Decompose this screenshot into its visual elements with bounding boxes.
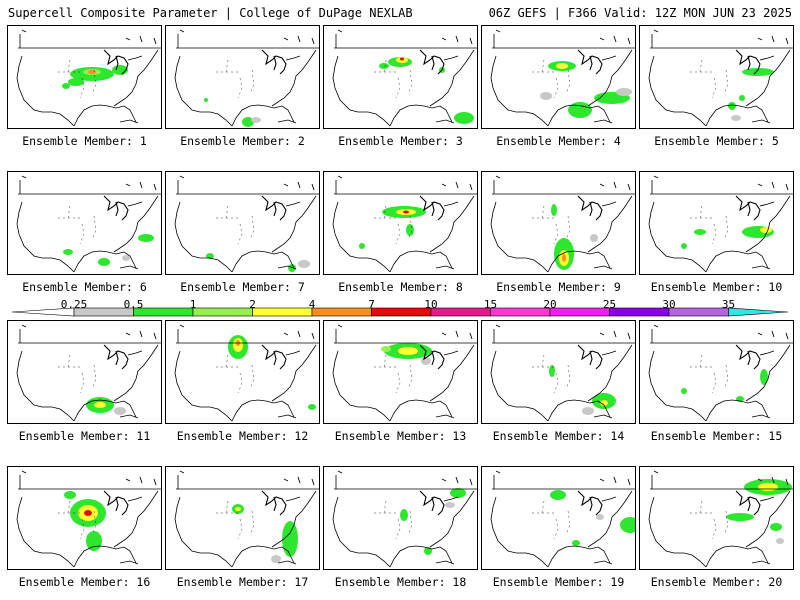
- us-map-graphic: [648, 470, 793, 568]
- ensemble-member-label: Ensemble Member: 8: [338, 280, 463, 294]
- ensemble-member-label: Ensemble Member: 3: [338, 134, 463, 148]
- us-map-graphic: [16, 324, 161, 422]
- us-map-graphic: [332, 470, 477, 568]
- ensemble-member-label: Ensemble Member: 12: [176, 429, 309, 443]
- us-map-graphic: [332, 175, 477, 273]
- ensemble-member-label: Ensemble Member: 5: [654, 134, 779, 148]
- us-map-graphic: [648, 324, 793, 422]
- us-map-graphic: [16, 29, 161, 127]
- us-map-graphic: [648, 175, 793, 273]
- legend-tick-label: 0.25: [60, 298, 88, 311]
- us-map-graphic: [174, 324, 319, 422]
- ensemble-member-label: Ensemble Member: 2: [180, 134, 305, 148]
- ensemble-map-panel: [639, 25, 794, 129]
- legend-swatch: [490, 307, 551, 317]
- legend-tick-label: 4: [308, 298, 316, 311]
- ensemble-member-label: Ensemble Member: 10: [650, 280, 783, 294]
- legend-tick-label: 10: [424, 298, 438, 311]
- ensemble-member-label: Ensemble Member: 18: [334, 575, 467, 589]
- ensemble-map-panel: [481, 171, 636, 275]
- ensemble-map-panel: [323, 466, 478, 570]
- us-map-graphic: [174, 29, 319, 127]
- ensemble-map-panel: [639, 466, 794, 570]
- legend-swatch: [430, 307, 491, 317]
- ensemble-member-label: Ensemble Member: 16: [18, 575, 151, 589]
- map-title: Supercell Composite Parameter | College …: [8, 6, 413, 20]
- ensemble-map-panel: [481, 25, 636, 129]
- legend-tick-label: 15: [483, 298, 498, 311]
- ensemble-map-panel: [481, 320, 636, 424]
- ensemble-member-label: Ensemble Member: 14: [492, 429, 625, 443]
- ensemble-map-panel: [639, 320, 794, 424]
- color-legend: [12, 307, 788, 317]
- ensemble-member-label: Ensemble Member: 4: [496, 134, 621, 148]
- legend-tick-label: 20: [543, 298, 557, 311]
- us-map-graphic: [648, 29, 793, 127]
- ensemble-map-panel: [323, 25, 478, 129]
- legend-swatch: [609, 307, 670, 317]
- ensemble-map-panel: [481, 466, 636, 570]
- ensemble-map-panel: [323, 171, 478, 275]
- legend-tick-label: 0.5: [123, 298, 144, 311]
- ensemble-member-label: Ensemble Member: 19: [492, 575, 625, 589]
- ensemble-member-label: Ensemble Member: 9: [496, 280, 621, 294]
- us-map-graphic: [332, 29, 477, 127]
- legend-tick-label: 35: [721, 298, 736, 311]
- ensemble-map-panel: [323, 320, 478, 424]
- us-map-graphic: [490, 324, 635, 422]
- ensemble-map-panel: [7, 171, 162, 275]
- ensemble-member-label: Ensemble Member: 11: [18, 429, 151, 443]
- ensemble-map-panel: [165, 25, 320, 129]
- run-info: 06Z GEFS | F366 Valid: 12Z MON JUN 23 20…: [488, 6, 792, 20]
- legend-swatch: [252, 307, 313, 317]
- us-map-graphic: [16, 470, 161, 568]
- ensemble-map-panel: [639, 171, 794, 275]
- us-map-graphic: [332, 324, 477, 422]
- us-map-graphic: [16, 175, 161, 273]
- legend-tick-label: 2: [249, 298, 256, 311]
- us-map-graphic: [174, 470, 319, 568]
- ensemble-map-panel: [165, 171, 320, 275]
- ensemble-map-panel: [7, 466, 162, 570]
- ensemble-member-label: Ensemble Member: 7: [180, 280, 305, 294]
- legend-tick-label: 30: [662, 298, 676, 311]
- ensemble-member-label: Ensemble Member: 13: [334, 429, 467, 443]
- legend-tick-label: 7: [368, 298, 375, 311]
- ensemble-member-label: Ensemble Member: 1: [22, 134, 147, 148]
- ensemble-map-panel: [7, 25, 162, 129]
- ensemble-map-panel: [7, 320, 162, 424]
- us-map-graphic: [490, 29, 635, 127]
- legend-tick-label: 1: [189, 298, 197, 311]
- ensemble-member-label: Ensemble Member: 20: [650, 575, 783, 589]
- ensemble-member-label: Ensemble Member: 6: [22, 280, 147, 294]
- us-map-graphic: [174, 175, 319, 273]
- legend-swatch: [311, 307, 372, 317]
- ensemble-member-label: Ensemble Member: 15: [650, 429, 783, 443]
- us-map-graphic: [490, 175, 635, 273]
- legend-tick-label: 25: [602, 298, 617, 311]
- ensemble-map-panel: [165, 466, 320, 570]
- legend-swatch: [549, 307, 610, 317]
- ensemble-map-panel: [165, 320, 320, 424]
- us-map-graphic: [490, 470, 635, 568]
- legend-swatch: [371, 307, 432, 317]
- ensemble-member-label: Ensemble Member: 17: [176, 575, 309, 589]
- legend-swatch: [668, 307, 729, 317]
- legend-swatch: [192, 307, 253, 317]
- legend-max-arrow: [728, 307, 788, 317]
